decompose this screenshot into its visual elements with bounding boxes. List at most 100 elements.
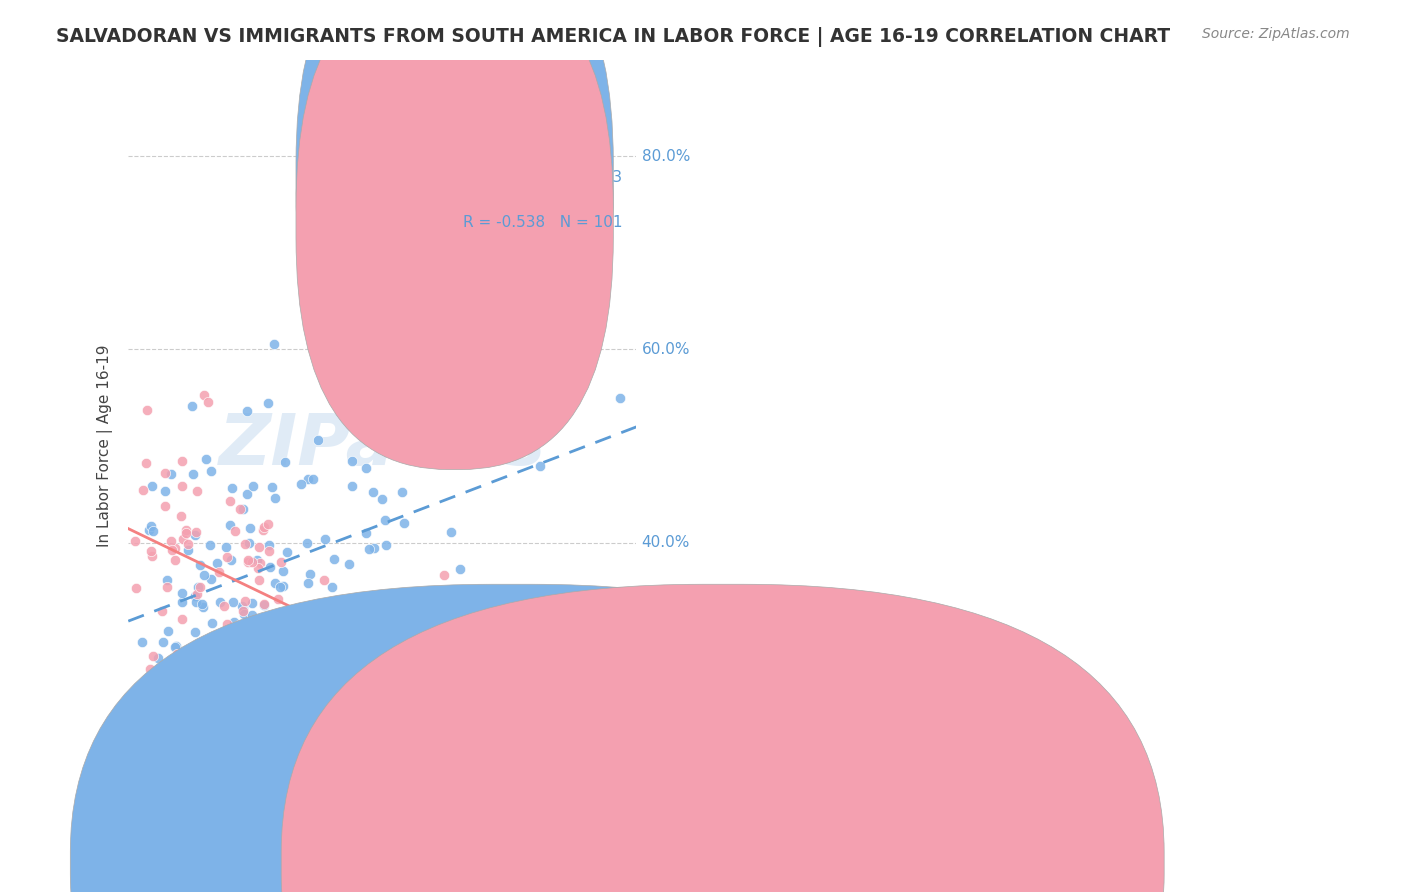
Point <box>139 519 162 533</box>
Point <box>299 566 322 581</box>
Point <box>186 587 208 601</box>
Point <box>184 525 207 540</box>
Point <box>193 568 215 582</box>
Point <box>253 599 276 613</box>
Point <box>256 517 278 532</box>
Point <box>262 609 284 624</box>
Point <box>172 595 194 609</box>
Point <box>221 481 243 495</box>
Point <box>249 556 271 570</box>
Point <box>257 622 280 636</box>
Point <box>550 265 572 279</box>
Point <box>342 723 364 737</box>
Point <box>395 673 418 687</box>
Point <box>247 540 270 554</box>
Point <box>193 388 215 402</box>
FancyBboxPatch shape <box>297 0 613 469</box>
Point <box>288 602 311 616</box>
Text: R = -0.538   N = 101: R = -0.538 N = 101 <box>463 215 621 230</box>
Point <box>323 667 346 681</box>
Point <box>253 597 276 611</box>
Point <box>367 599 389 614</box>
Point <box>215 549 238 564</box>
Point <box>172 532 194 546</box>
Point <box>285 640 308 654</box>
Point <box>229 502 252 516</box>
Text: ZIPatlas: ZIPatlas <box>219 411 546 481</box>
Point <box>156 573 179 587</box>
Point <box>183 589 205 603</box>
Point <box>225 689 247 703</box>
Point <box>449 610 471 624</box>
Point <box>247 573 270 587</box>
Point <box>187 581 209 595</box>
Point <box>360 651 382 665</box>
FancyBboxPatch shape <box>297 0 613 425</box>
Point <box>190 713 212 727</box>
Point <box>195 452 218 467</box>
Point <box>326 664 349 678</box>
Point <box>155 484 177 499</box>
Point <box>259 560 281 574</box>
Point <box>219 552 242 566</box>
Point <box>271 564 294 578</box>
Point <box>340 641 363 656</box>
Point <box>231 599 253 613</box>
Point <box>135 456 157 470</box>
Point <box>406 615 429 629</box>
Point <box>413 595 436 609</box>
Point <box>232 651 254 665</box>
Point <box>200 616 222 631</box>
Point <box>262 628 284 642</box>
Point <box>305 601 328 615</box>
Text: 20.0%: 20.0% <box>641 728 690 743</box>
Point <box>190 597 212 611</box>
Point <box>240 556 263 570</box>
Point <box>207 556 229 570</box>
Point <box>181 399 204 413</box>
Point <box>170 586 193 600</box>
Point <box>363 541 385 555</box>
Text: 40.0%: 40.0% <box>641 535 690 550</box>
Text: SALVADORAN VS IMMIGRANTS FROM SOUTH AMERICA IN LABOR FORCE | AGE 16-19 CORRELATI: SALVADORAN VS IMMIGRANTS FROM SOUTH AMER… <box>56 27 1170 46</box>
Point <box>240 596 263 610</box>
Point <box>198 538 221 552</box>
Point <box>224 615 246 630</box>
Point <box>212 633 235 648</box>
Text: 80.0%: 80.0% <box>641 149 690 164</box>
Point <box>557 265 579 279</box>
Text: R =  0.303   N = 123: R = 0.303 N = 123 <box>463 170 621 185</box>
Point <box>166 648 188 662</box>
Point <box>142 524 165 539</box>
Point <box>212 599 235 613</box>
Point <box>253 618 276 632</box>
Point <box>232 601 254 615</box>
Point <box>302 472 325 486</box>
Point <box>152 604 174 618</box>
Point <box>219 517 242 532</box>
Text: 60.0%: 60.0% <box>641 342 690 357</box>
Point <box>276 545 298 559</box>
Point <box>177 542 200 557</box>
Point <box>374 538 396 552</box>
Point <box>163 699 186 714</box>
Point <box>373 514 395 528</box>
Point <box>492 611 515 625</box>
Point <box>271 579 294 593</box>
Point <box>165 639 187 653</box>
Point <box>256 723 278 737</box>
Point <box>134 690 156 705</box>
Point <box>197 395 219 409</box>
Point <box>274 455 297 469</box>
Point <box>276 607 298 622</box>
Point <box>263 491 285 505</box>
Point <box>174 526 197 541</box>
Point <box>321 580 343 594</box>
Point <box>157 624 180 639</box>
Point <box>160 467 183 482</box>
FancyBboxPatch shape <box>436 145 603 260</box>
Point <box>267 591 290 606</box>
Point <box>270 611 292 625</box>
Point <box>259 544 281 558</box>
Point <box>200 464 222 478</box>
